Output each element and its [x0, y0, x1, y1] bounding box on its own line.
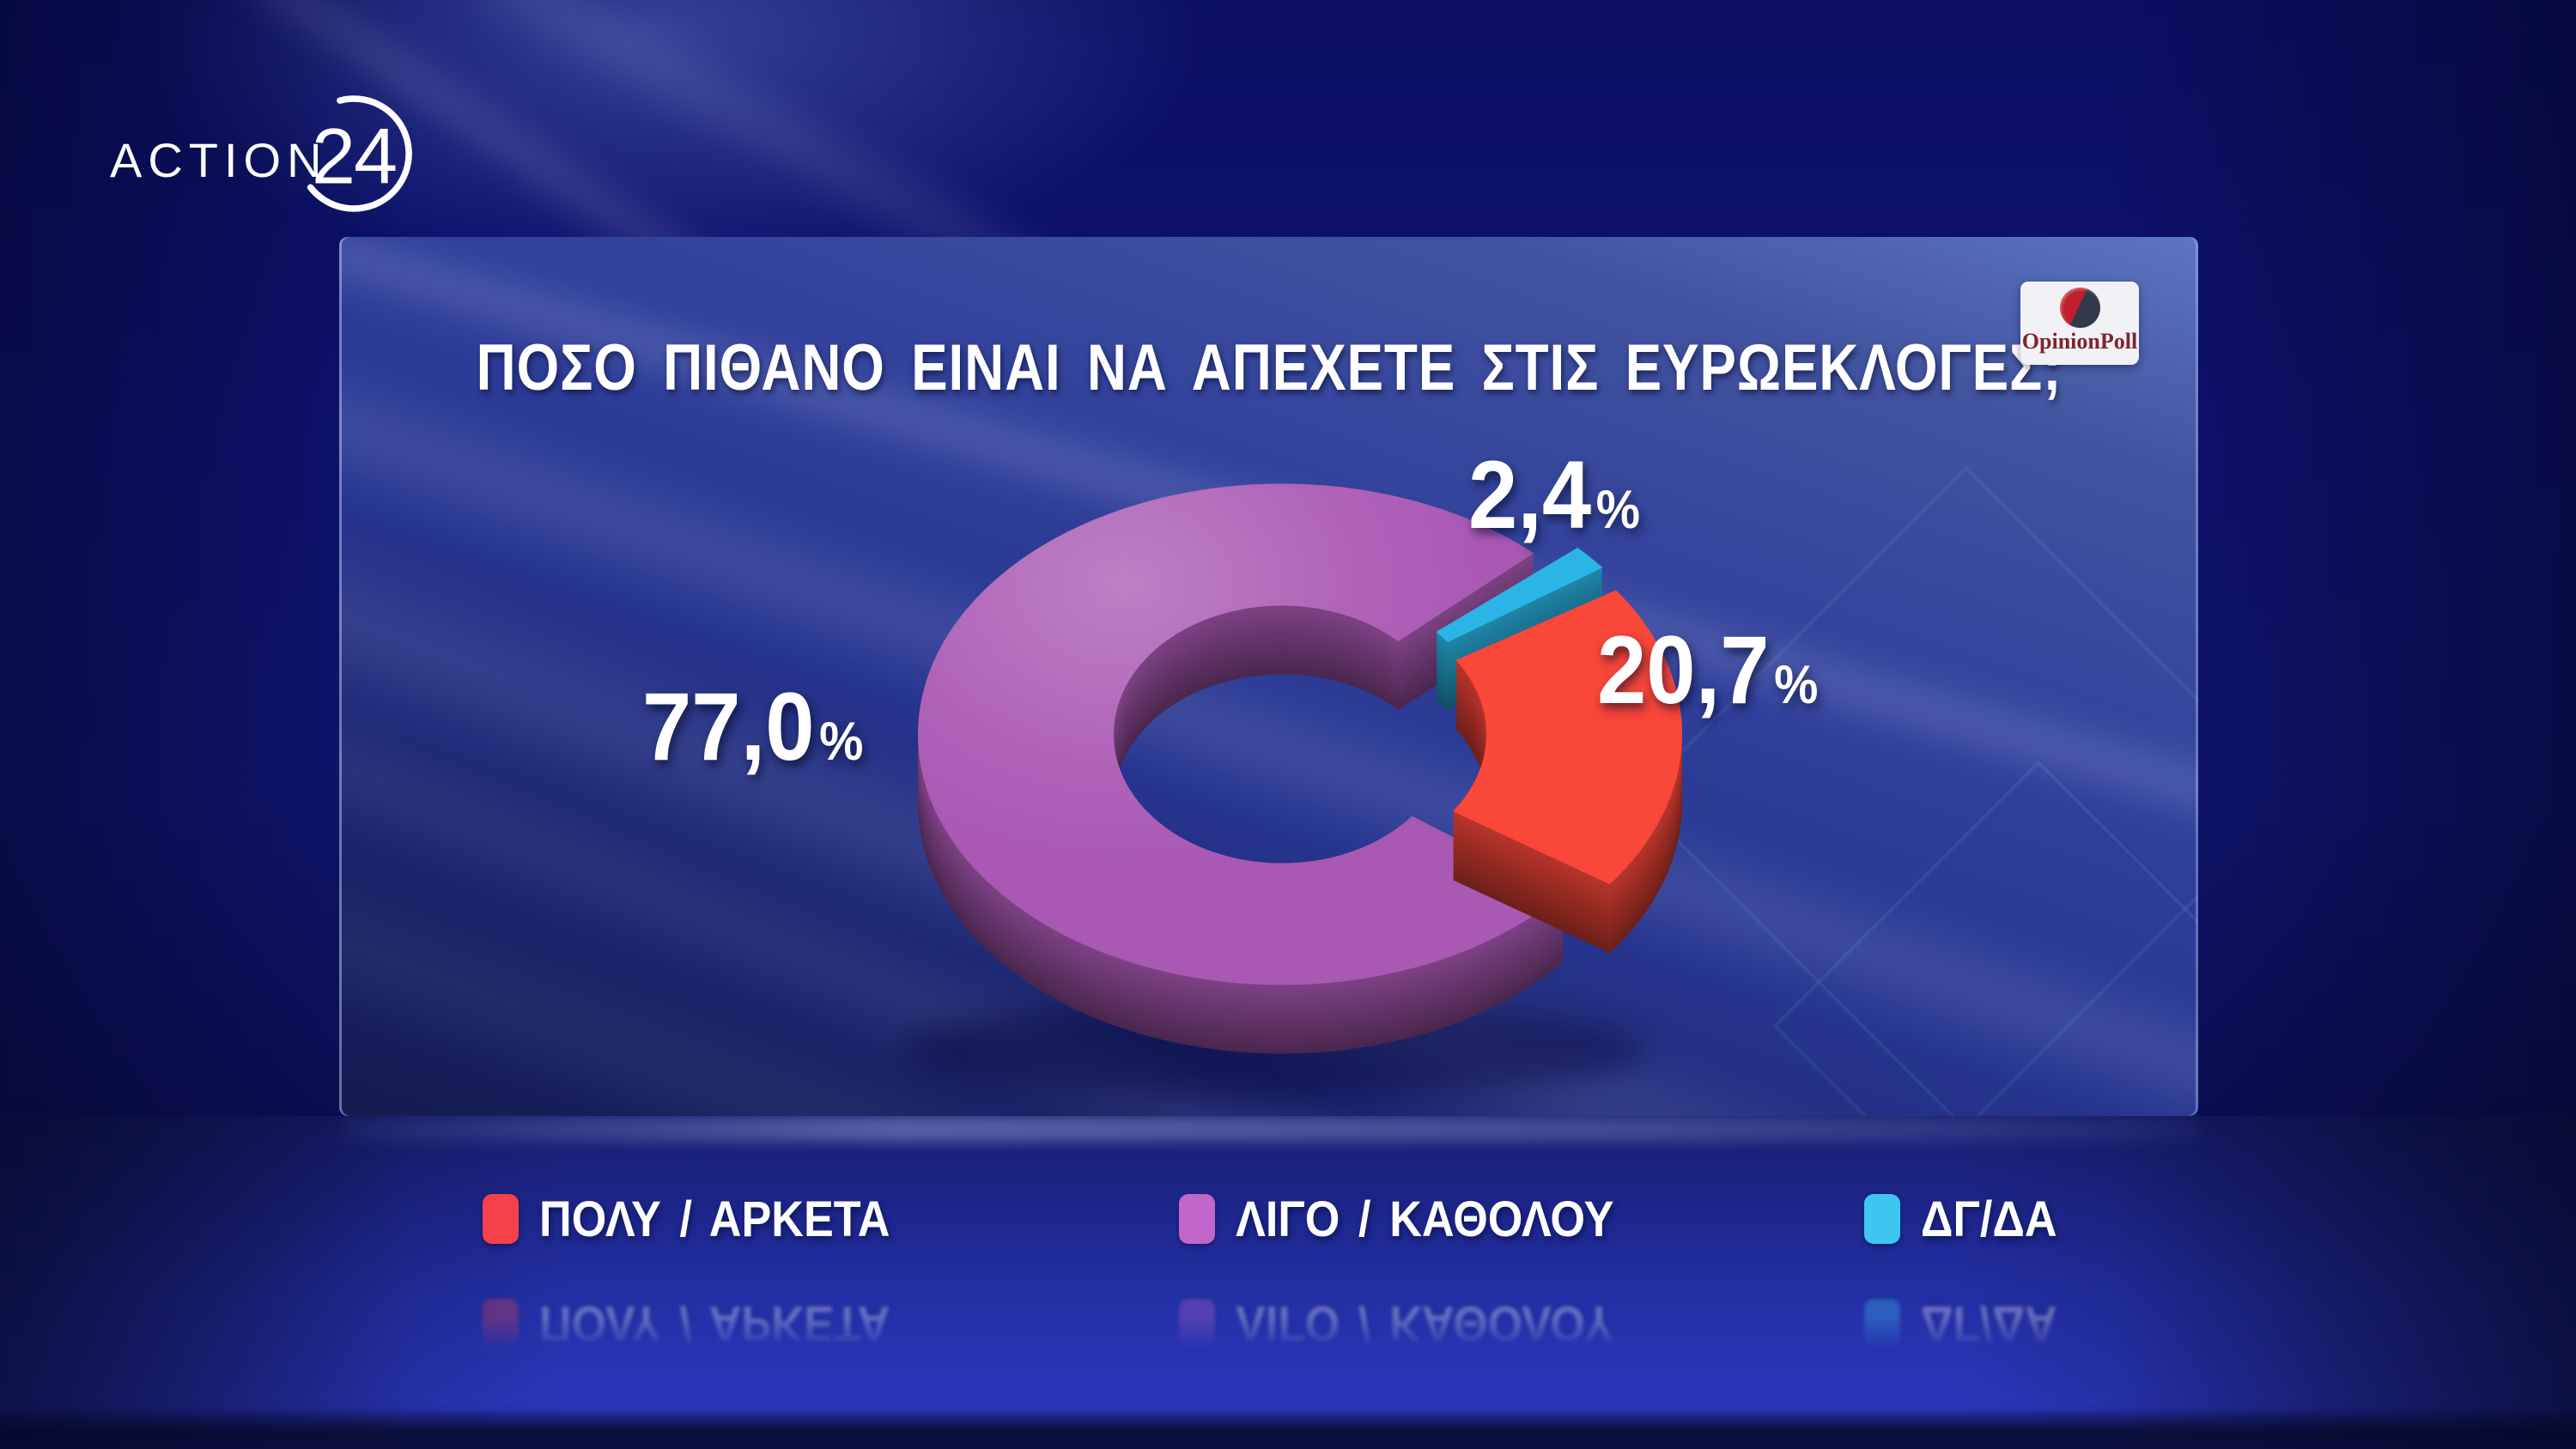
channel-logo-text: ACTION	[110, 133, 328, 187]
logo-circle-arc-icon	[307, 95, 412, 212]
donut-chart	[906, 483, 1682, 1099]
poll-panel: ΠΟΣΟ ΠΙΘΑΝΟ ΕΙΝΑΙ ΝΑ ΑΠΕΧΕΤΕ ΣΤΙΣ ΕΥΡΩΕΚ…	[339, 237, 2198, 1116]
legend-label: ΛΙΓΟ / ΚΑΘΟΛΟΥ	[1236, 1191, 1614, 1247]
percent-sign: %	[1595, 480, 1641, 540]
legend-reflection: ΠΟΛΥ / ΑΡΚΕΤΑ ΛΙΓΟ / ΚΑΘΟΛΟΥ ΔΓ/ΔΑ	[0, 1289, 2576, 1352]
legend-label: ΠΟΛΥ / ΑΡΚΕΤΑ	[539, 1191, 890, 1247]
data-label-dgda: 2,4%	[1468, 440, 1640, 550]
legend-swatch-red	[483, 1194, 519, 1244]
percent-sign: %	[1774, 655, 1819, 715]
legend-swatch-red-reflection	[483, 1299, 519, 1349]
donut-slice-1	[1453, 590, 1682, 954]
legend-reflection-item: ΛΙΓΟ / ΚΑΘΟΛΟΥ	[1179, 1296, 1656, 1352]
poll-question-title: ΠΟΣΟ ΠΙΘΑΝΟ ΕΙΝΑΙ ΝΑ ΑΠΕΧΕΤΕ ΣΤΙΣ ΕΥΡΩΕΚ…	[476, 330, 2062, 404]
legend-label-reflection: ΛΙΓΟ / ΚΑΘΟΛΟΥ	[1236, 1295, 1614, 1352]
data-label-ligo-katholou: 77,0%	[642, 671, 863, 782]
legend-swatch-purple-reflection	[1179, 1299, 1215, 1349]
legend-swatch-purple	[1179, 1194, 1215, 1244]
legend-label-reflection: ΔΓ/ΔΑ	[1921, 1295, 2057, 1352]
legend-label: ΔΓ/ΔΑ	[1921, 1191, 2057, 1247]
legend-reflection-item: ΠΟΛΥ / ΑΡΚΕΤΑ	[483, 1296, 929, 1352]
channel-logo: ACTION 24	[110, 76, 453, 239]
legend-item-dgda: ΔΓ/ΔΑ	[1864, 1191, 2072, 1247]
channel-logo-24-emblem: 24	[278, 76, 429, 227]
legend-item-ligo-katholou: ΛΙΓΟ / ΚΑΘΟΛΟΥ	[1179, 1191, 1656, 1247]
data-label-poly-arketa: 20,7%	[1597, 615, 1818, 725]
opinionpoll-logo-icon	[2059, 288, 2100, 328]
source-badge: OpinionPoll	[2020, 282, 2139, 365]
percent-sign: %	[819, 712, 864, 772]
data-label-value: 2,4	[1468, 441, 1592, 549]
source-badge-label: OpinionPoll	[2021, 329, 2138, 354]
data-label-value: 77,0	[642, 673, 815, 780]
legend-swatch-cyan-reflection	[1864, 1299, 1900, 1349]
data-label-value: 20,7	[1597, 616, 1770, 724]
legend-reflection-item: ΔΓ/ΔΑ	[1864, 1296, 2072, 1352]
donut-slice-2	[918, 483, 1564, 1054]
channel-logo-number: 24	[311, 112, 398, 201]
legend-swatch-cyan	[1864, 1194, 1900, 1244]
legend-label-reflection: ΠΟΛΥ / ΑΡΚΕΤΑ	[539, 1295, 890, 1352]
legend-item-poly-arketa: ΠΟΛΥ / ΑΡΚΕΤΑ	[483, 1191, 929, 1247]
legend: ΠΟΛΥ / ΑΡΚΕΤΑ ΛΙΓΟ / ΚΑΘΟΛΟΥ ΔΓ/ΔΑ	[0, 1191, 2576, 1253]
